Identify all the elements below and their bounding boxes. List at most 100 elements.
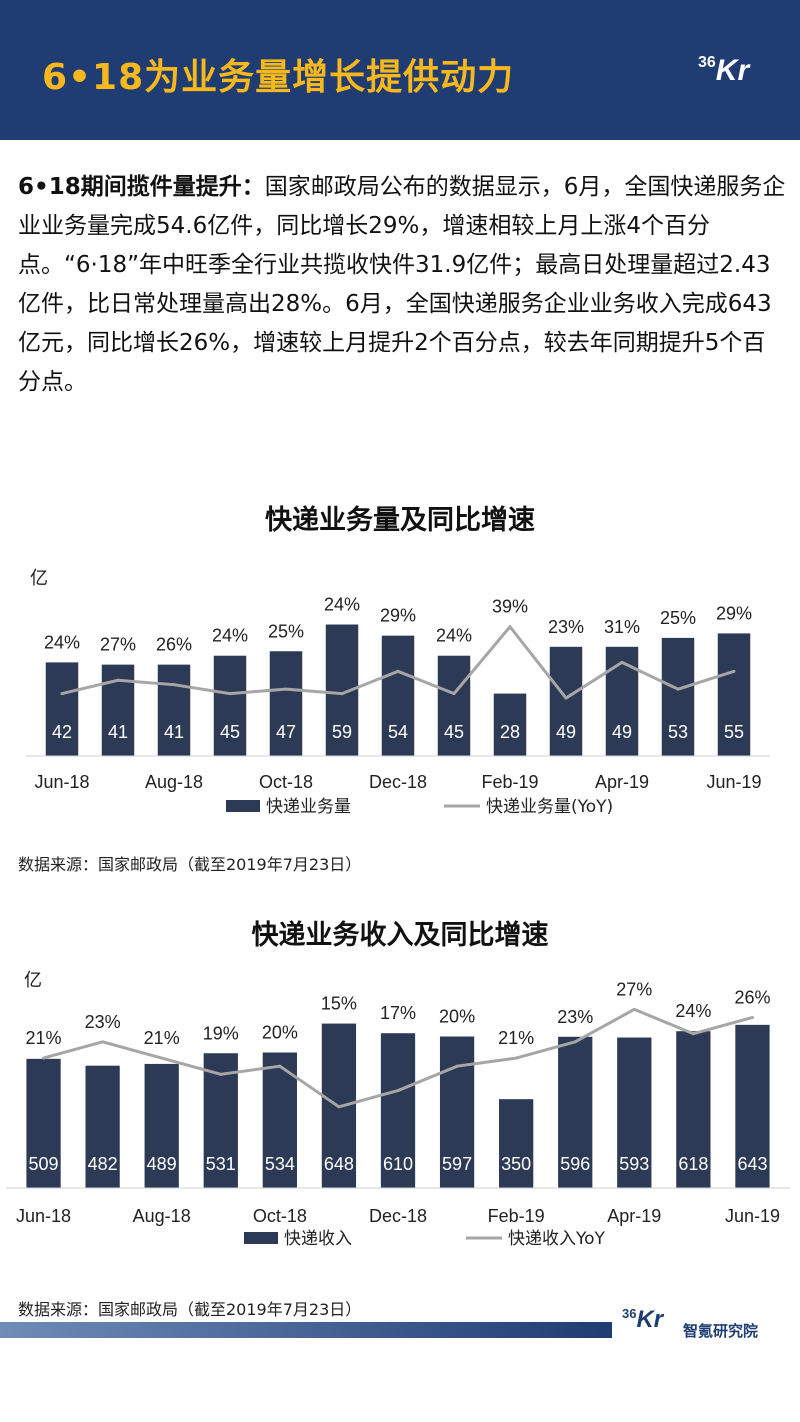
page-title: 6•18为业务量增长提供动力 [42,57,515,98]
bar [269,651,303,756]
legend-bar-label: 快递收入 [284,1229,352,1249]
x-tick-label: Oct-18 [253,1206,307,1226]
chart2-svg: 509 482 489 531 534 648 610 597 350 596 593 618 643 2… [6,980,790,1249]
yoy-point [676,687,680,691]
bar [605,646,639,756]
bar-value-label: 610 [383,1154,413,1174]
yoy-point [691,1032,695,1036]
bar [549,646,583,756]
yoy-value-label: 21% [498,1028,534,1048]
bar-value-label: 648 [324,1154,354,1174]
bar [437,655,471,756]
yoy-point [160,1056,164,1060]
yoy-value-label: 24% [44,632,80,652]
yoy-point [732,669,736,673]
chart1-svg: 42 41 41 45 47 59 54 45 28 49 49 53 55 24% 27% 26% 24% 25… [26,595,770,817]
x-tick-label: Jun-18 [16,1206,71,1226]
legend-line-label: 快递收入YoY [508,1229,606,1249]
x-tick-label: Feb-19 [488,1206,545,1226]
chart2-source: 数据来源：国家邮政局（截至2019年7月23日） [18,1300,362,1319]
yoy-point [396,669,400,673]
yoy-value-label: 31% [604,617,640,637]
x-tick-label: Jun-18 [34,772,89,792]
yoy-value-label: 17% [380,1003,416,1023]
yoy-value-label: 27% [616,980,652,999]
yoy-value-label: 24% [212,626,248,646]
bar-value-label: 28 [500,722,520,742]
chart2-unit: 亿 [24,970,42,991]
bar [213,655,247,756]
bar-value-label: 54 [388,722,408,742]
yoy-point [620,660,624,664]
bar [661,637,695,756]
yoy-point [60,692,64,696]
yoy-point [452,692,456,696]
bar [157,664,191,756]
yoy-point [172,683,176,687]
yoy-value-label: 25% [268,621,304,641]
legend-line-label: 快递业务量(YoY) [486,797,613,817]
yoy-point [228,692,232,696]
yoy-point [632,1007,636,1011]
intro-paragraph: 6•18期间揽件量提升：国家邮政局公布的数据显示，6月，全国快递服务企业业务量完… [18,168,788,402]
bar-value-label: 593 [619,1154,649,1174]
yoy-point [750,1015,754,1019]
bar [558,1036,593,1188]
yoy-point [514,1056,518,1060]
yoy-value-label: 20% [262,1022,298,1042]
bar [735,1024,770,1188]
yoy-point [508,625,512,629]
yoy-point [284,687,288,691]
bar-value-label: 534 [265,1154,295,1174]
intro-body: 国家邮政局公布的数据显示，6月，全国快递服务企业业务量完成54.6亿件，同比增长… [18,174,786,395]
36kr-logo: 36Kr [698,54,750,87]
x-tick-label: Apr-19 [607,1206,661,1226]
yoy-value-label: 24% [436,626,472,646]
x-tick-label: Dec-18 [369,1206,427,1226]
bar [493,693,527,756]
bar-value-label: 45 [220,722,240,742]
x-tick-label: Feb-19 [481,772,538,792]
bar-value-label: 45 [444,722,464,742]
bar [380,1033,416,1188]
bar-value-label: 350 [501,1154,531,1174]
yoy-value-label: 20% [439,1007,475,1027]
x-tick-label: Aug-18 [133,1206,191,1226]
yoy-value-label: 15% [321,994,357,1014]
yoy-value-label: 21% [26,1028,62,1048]
bar-value-label: 509 [29,1154,59,1174]
yoy-point [340,692,344,696]
x-tick-label: Aug-18 [145,772,203,792]
bar [45,662,79,756]
bar [499,1099,534,1188]
bar-value-label: 49 [556,722,576,742]
bar [617,1037,652,1188]
yoy-value-label: 24% [324,595,360,615]
chart1-unit: 亿 [30,568,48,589]
yoy-value-label: 29% [380,606,416,626]
yoy-point [573,1040,577,1044]
x-tick-label: Apr-19 [595,772,649,792]
yoy-point [101,1040,105,1044]
legend-bar-label: 快递业务量 [266,797,351,817]
legend-bar-swatch [226,800,260,812]
bar-value-label: 618 [678,1154,708,1174]
chart2-title: 快递业务收入及同比增速 [251,920,549,951]
bar [101,664,135,756]
yoy-value-label: 39% [492,597,528,617]
yoy-point [564,696,568,700]
yoy-value-label: 24% [675,1001,711,1021]
x-tick-label: Jun-19 [706,772,761,792]
yoy-value-label: 23% [85,1012,121,1032]
bar [717,633,751,756]
yoy-value-label: 21% [144,1028,180,1048]
yoy-value-label: 26% [156,635,192,655]
yoy-point [337,1105,341,1109]
bar-value-label: 55 [724,722,744,742]
yoy-point [396,1089,400,1093]
yoy-value-label: 25% [660,608,696,628]
chart1-title: 快递业务量及同比增速 [265,505,535,536]
bar-value-label: 482 [88,1154,118,1174]
yoy-value-label: 29% [716,603,752,623]
x-tick-label: Dec-18 [369,772,427,792]
